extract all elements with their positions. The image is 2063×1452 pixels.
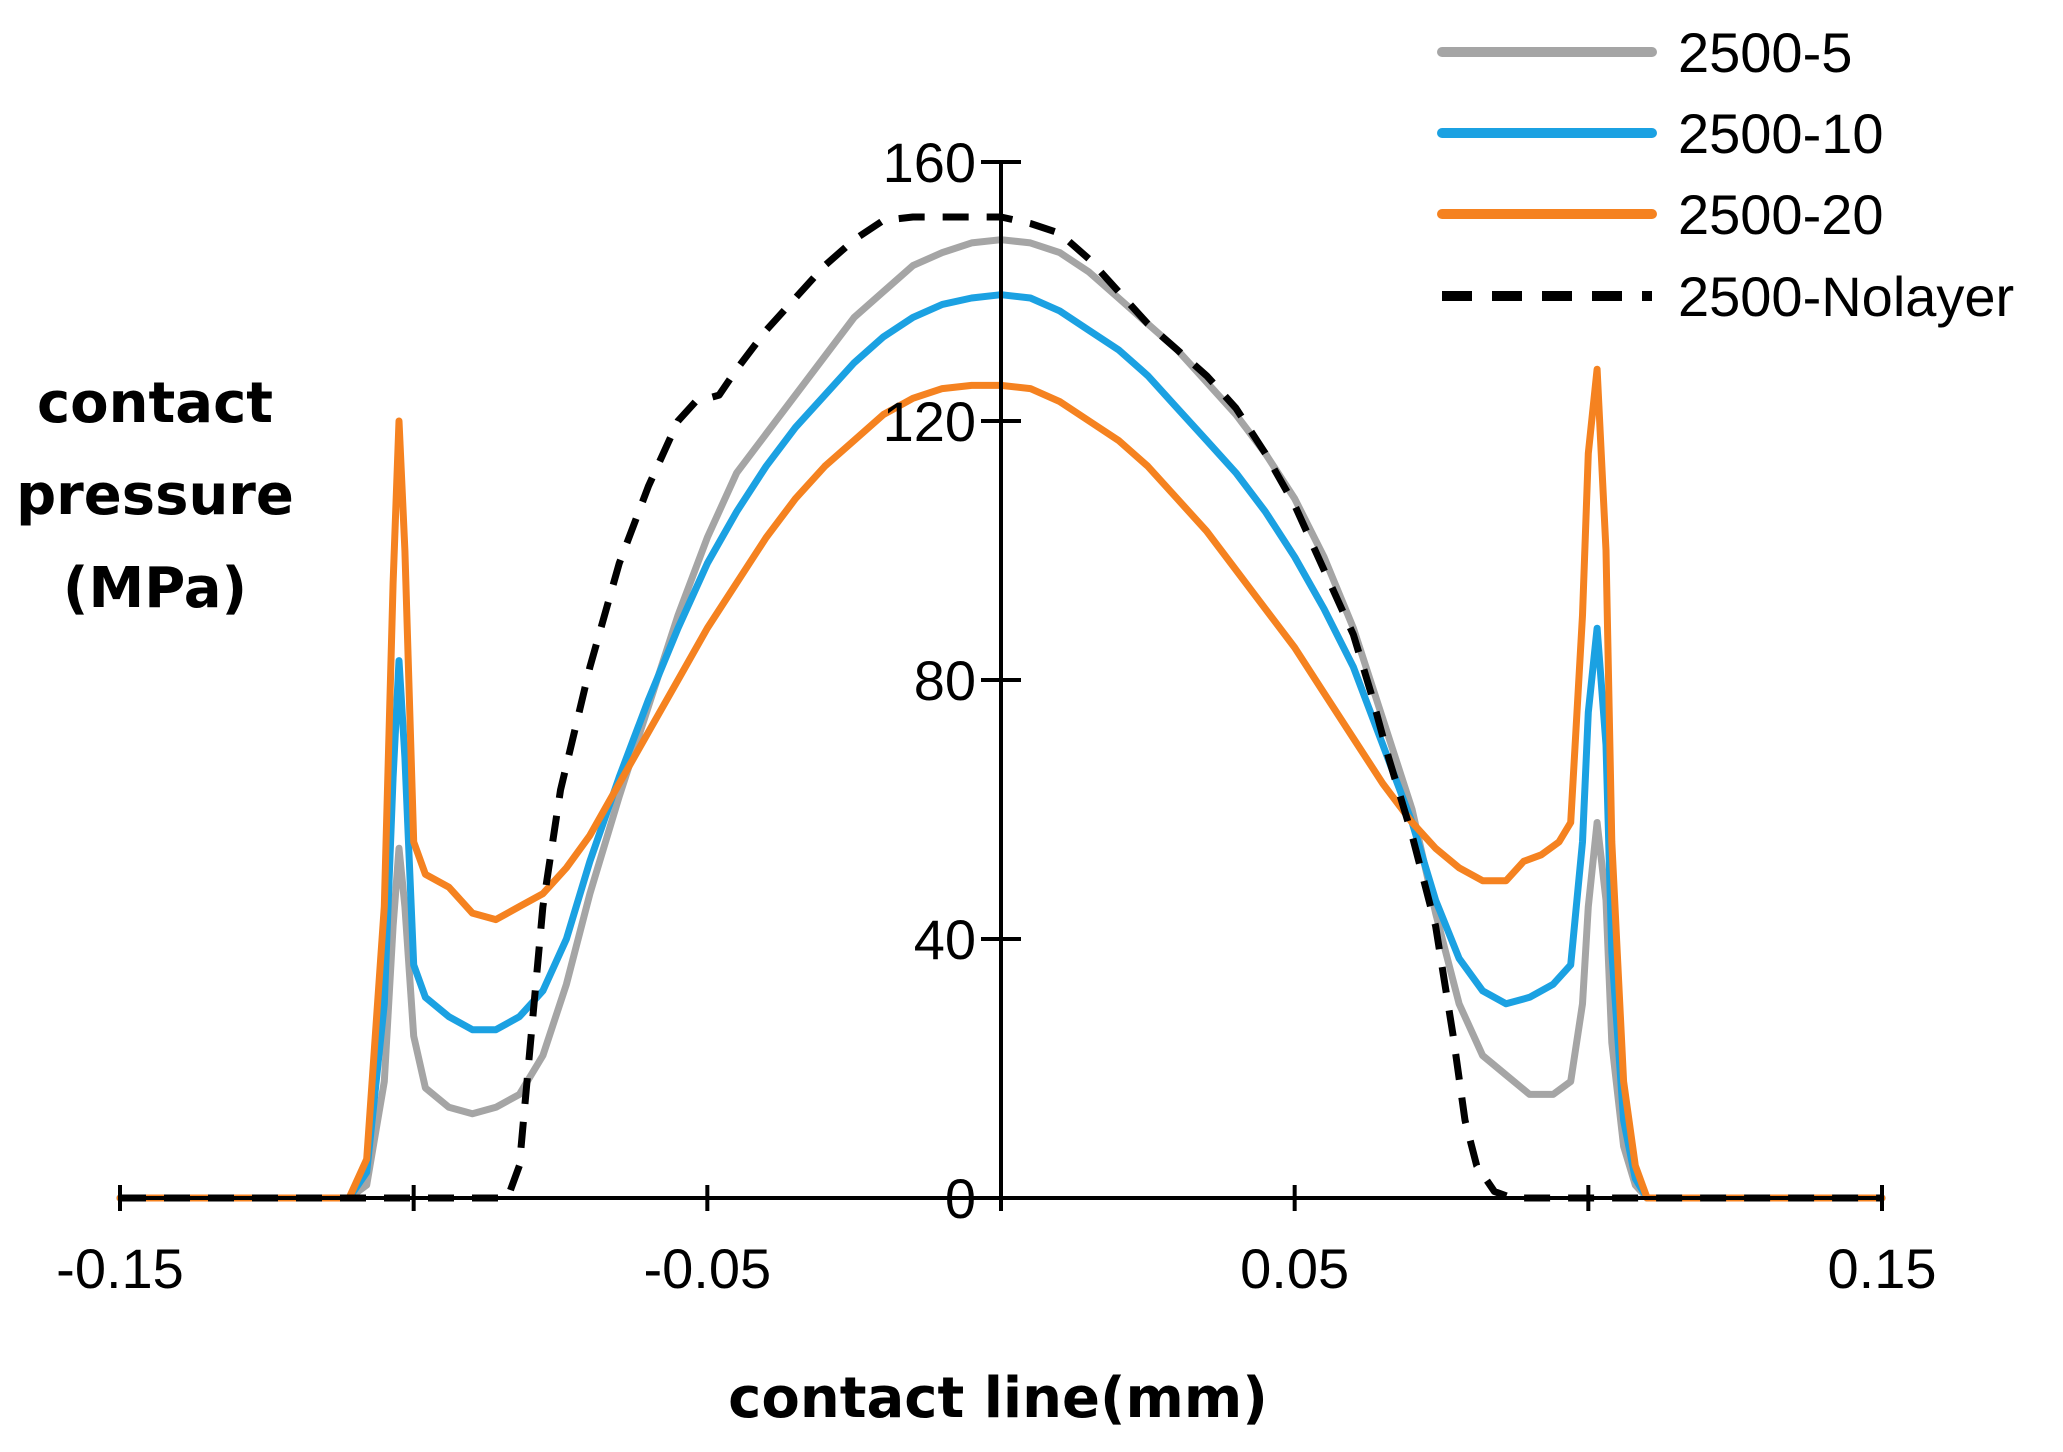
series-line-2500-10 (116, 291, 1886, 1202)
legend: 2500-5 2500-10 2500-20 2500-Nolayer (1437, 21, 2014, 328)
x-tick-label: -0.15 (56, 1237, 184, 1300)
legend-label-2500-20: 2500-20 (1678, 183, 1884, 246)
legend-label-2500-nolayer: 2500-Nolayer (1678, 265, 2014, 328)
y-tick-label: 40 (914, 908, 976, 971)
x-tick-label: 0.05 (1240, 1237, 1349, 1300)
x-tick-label: -0.05 (644, 1237, 772, 1300)
series-line-2500-5 (116, 236, 1886, 1202)
y-axis-title-line-2: pressure (16, 463, 294, 528)
legend-label-2500-5: 2500-5 (1678, 21, 1852, 84)
x-tick-label: 0.15 (1828, 1237, 1937, 1300)
series-line-2500-20 (116, 365, 1886, 1202)
y-tick-label: 120 (883, 390, 976, 453)
y-tick-label: 0 (945, 1167, 976, 1230)
x-axis-title: contact line(mm) (728, 1366, 1268, 1431)
y-tick-label: 160 (883, 131, 976, 194)
y-axis-title-line-3: (MPa) (63, 556, 247, 621)
y-tick-label: 80 (914, 649, 976, 712)
legend-label-2500-10: 2500-10 (1678, 102, 1884, 165)
y-axis-title-line-1: contact (37, 371, 273, 436)
ticks-group: -0.15 -0.05 0.05 0.15 0 40 80 120 160 (56, 131, 1936, 1300)
